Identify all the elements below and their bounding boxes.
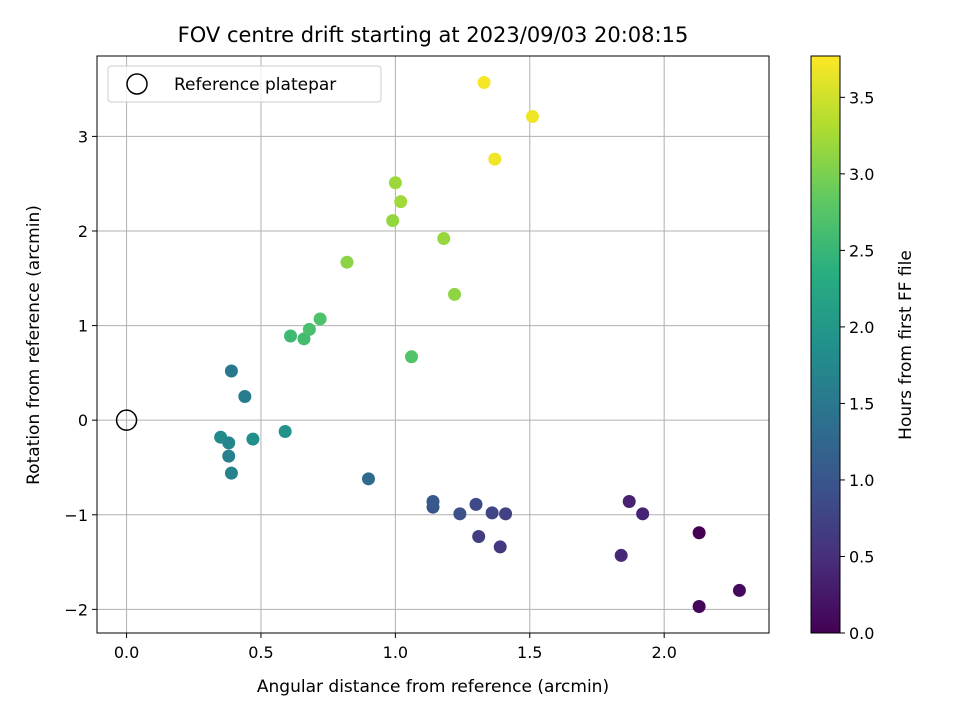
colorbar-tick-label: 3.5 — [849, 88, 874, 107]
scatter-point — [493, 540, 507, 554]
x-tick-label: 0.5 — [248, 643, 273, 662]
y-tick-label: 1 — [78, 317, 88, 336]
y-tick-label: 0 — [78, 411, 88, 430]
scatter-point — [224, 466, 238, 480]
x-axis-ticks: 0.0 0.5 1.0 1.5 2.0 — [114, 633, 677, 662]
scatter-point — [453, 507, 467, 521]
grid — [97, 56, 769, 633]
y-tick-label: −1 — [64, 506, 88, 525]
scatter-point — [388, 176, 402, 190]
scatter-point — [448, 287, 462, 301]
x-tick-label: 2.0 — [651, 643, 676, 662]
scatter-point — [386, 214, 400, 228]
scatter-point — [246, 432, 260, 446]
scatter-point — [224, 364, 238, 378]
legend-label: Reference platepar — [174, 75, 336, 95]
colorbar-label: Hours from first FF file — [896, 250, 916, 440]
scatter-point — [394, 195, 408, 209]
scatter-point — [499, 507, 513, 521]
scatter-point — [302, 322, 316, 336]
x-tick-label: 0.0 — [114, 643, 139, 662]
scatter-point — [477, 75, 491, 89]
scatter-point — [222, 449, 236, 463]
scatter-point — [622, 495, 636, 509]
y-tick-label: −2 — [64, 600, 88, 619]
scatter-point — [340, 255, 354, 269]
scatter-point — [284, 329, 298, 343]
colorbar-gradient — [810, 55, 841, 634]
scatter-point — [636, 507, 650, 521]
scatter-point — [278, 425, 292, 439]
colorbar-tick-label: 2.5 — [849, 241, 874, 260]
colorbar-ticks: 0.0 0.5 1.0 1.5 2.0 2.5 3.0 3.5 — [840, 88, 874, 643]
scatter-point — [361, 472, 375, 486]
y-tick-label: 2 — [78, 222, 88, 241]
colorbar-tick-label: 1.5 — [849, 394, 874, 413]
legend: Reference platepar — [107, 65, 382, 103]
scatter-point — [614, 548, 628, 562]
colorbar-tick-label: 2.0 — [849, 318, 874, 337]
scatter-point — [692, 600, 706, 614]
legend-marker — [126, 73, 148, 95]
y-axis-ticks: −2 −1 0 1 2 3 — [64, 127, 97, 619]
reference-marker — [115, 409, 138, 431]
scatter-point — [469, 497, 483, 511]
colorbar-tick-label: 0.0 — [849, 624, 874, 643]
scatter-point — [488, 152, 502, 166]
scatter-point — [214, 430, 228, 444]
scatter-point — [485, 506, 499, 520]
scatter-point — [437, 232, 451, 246]
scatter-point — [732, 583, 746, 597]
scatter-point — [238, 390, 252, 404]
x-axis-label: Angular distance from reference (arcmin) — [257, 677, 609, 697]
x-tick-label: 1.0 — [383, 643, 408, 662]
scatter-point — [426, 495, 440, 509]
scatter-point — [692, 526, 706, 540]
colorbar-tick-label: 3.0 — [849, 165, 874, 184]
scatter-points — [214, 75, 746, 614]
legend-box — [107, 65, 382, 103]
y-tick-label: 3 — [78, 127, 88, 146]
scatter-point — [525, 110, 539, 124]
colorbar-tick-label: 0.5 — [849, 547, 874, 566]
scatter-point — [313, 312, 327, 326]
colorbar: 0.0 0.5 1.0 1.5 2.0 2.5 3.0 3.5 Hours from firs… — [810, 55, 916, 643]
scatter-point — [297, 332, 311, 346]
reference-point — [115, 409, 138, 431]
x-tick-label: 1.5 — [517, 643, 542, 662]
scatter-point — [404, 350, 418, 364]
y-axis-label: Rotation from reference (arcmin) — [24, 205, 44, 485]
colorbar-tick-label: 1.0 — [849, 471, 874, 490]
plot-area — [96, 55, 770, 634]
chart-title: FOV centre drift starting at 2023/09/03 … — [178, 23, 689, 47]
scatter-point — [472, 530, 486, 544]
